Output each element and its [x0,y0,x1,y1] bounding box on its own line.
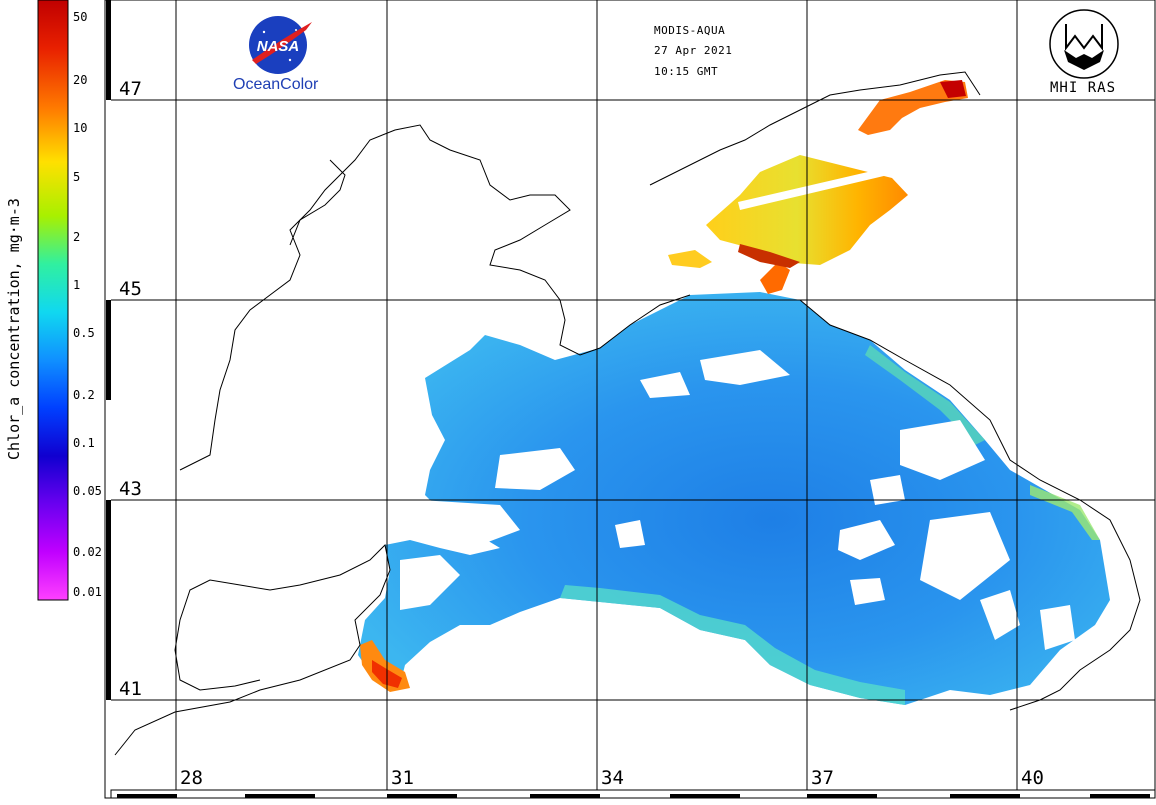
date-label: 27 Apr 2021 [654,44,733,57]
legend-tick: 0.05 [73,484,102,498]
longitude-label: 40 [1019,767,1046,789]
satellite-label: MODIS-AQUA [654,24,726,37]
black-sea-chlorophyll [358,292,1110,705]
time-label: 10:15 GMT [654,65,719,78]
nasa-wordmark: NASA [257,38,300,55]
azov-cloud-streak [738,168,888,210]
legend-tick: 0.5 [73,326,95,340]
legend-tick: 0.1 [73,436,95,450]
cloud-gaps [400,350,1075,650]
legend-colorbar [37,0,69,601]
nasa-logo: NASA [249,16,312,74]
scale-strip-left [106,0,111,100]
legend-tick: 20 [73,73,88,87]
longitude-label: 37 [809,767,836,789]
longitude-label: 31 [389,767,416,789]
coastline [114,543,391,756]
nasa-oceancolor-caption: OceanColor [233,76,319,93]
taganrog-bay [858,80,968,135]
longitude-label: 28 [178,767,205,789]
legend-tick: 0.2 [73,388,95,402]
coastline-azov [649,71,981,186]
latitude-label: 45 [117,278,144,300]
kerch-hotspot [760,262,790,294]
azov-small-patch [668,250,712,268]
longitude-label: 34 [599,767,626,789]
legend-tick: 2 [73,230,81,244]
coastline-north [289,159,346,246]
legend-tick: 0.02 [73,545,102,559]
scale-strip-left [106,600,111,700]
scale-strip-left [106,300,111,400]
coastline-east [799,299,1141,711]
bottom-scale-bar [110,789,1156,799]
taganrog-core [940,80,966,98]
coastal-band-east [1030,485,1100,540]
legend-tick: 10 [73,121,88,135]
coastal-band [560,585,905,705]
coastline-west [179,124,691,471]
legend-tick: 5 [73,170,81,184]
legend-tick: 0.01 [73,585,102,599]
scale-strip-left [106,500,111,600]
mhi-ras-logo [1049,9,1119,79]
legend-tick: 1 [73,278,81,292]
latitude-label: 47 [117,78,144,100]
graticule [111,0,1155,790]
mhi-ras-caption: MHI RAS [1050,80,1117,96]
legend-title: Chlor_a concentration, mg·m-3 [5,198,23,460]
azov-south-edge [738,244,800,268]
latitude-label: 43 [117,478,144,500]
latitude-label: 41 [117,678,144,700]
legend-tick: 50 [73,10,88,24]
coastal-band-north [865,345,985,445]
